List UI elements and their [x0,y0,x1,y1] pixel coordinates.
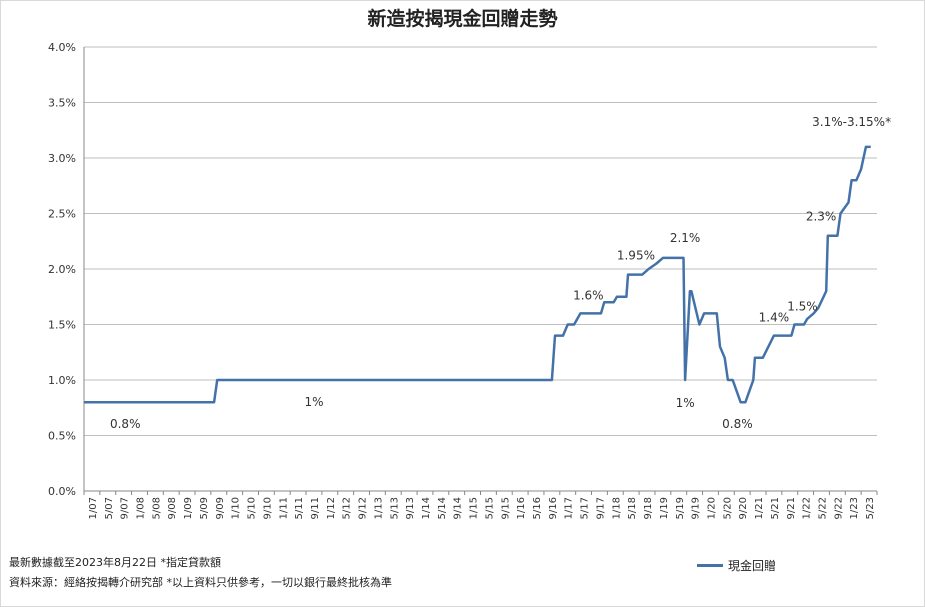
x-tick-label: 9/11 [310,497,321,519]
x-tick-label: 5/23 [865,497,876,519]
x-tick-label: 9/09 [215,497,226,519]
y-tick-label: 0.0% [48,485,76,498]
x-tick-label: 5/13 [389,497,400,519]
x-tick-label: 1/19 [659,497,670,519]
x-tick-label: 1/20 [706,497,717,519]
data-label: 2.3% [806,210,837,224]
x-tick-label: 9/21 [786,497,797,519]
x-tick-label: 1/14 [421,497,432,519]
series-line [84,145,871,404]
footnote-date: 最新數據截至2023年8月22日 *指定貸款額 [9,556,221,569]
data-label: 1.5% [787,300,818,314]
data-label: 1% [676,396,695,410]
x-tick-label: 9/10 [262,497,273,519]
x-tick-label: 5/08 [151,497,162,519]
x-tick-label: 9/14 [453,497,464,519]
x-tick-label: 1/22 [802,497,813,519]
data-label: 3.1%-3.15%* [812,115,891,129]
x-tick-label: 5/10 [247,497,258,519]
y-tick-label: 1.5% [48,319,76,332]
legend-label: 現金回贈 [728,559,777,573]
data-label: 0.8% [110,417,141,431]
data-label: 0.8% [722,417,753,431]
data-label: 2.1% [670,231,701,245]
x-tick-label: 1/10 [231,497,242,519]
x-tick-label: 1/11 [278,497,289,519]
x-tick-label: 9/19 [691,497,702,519]
x-tick-label: 9/16 [548,497,559,519]
x-tick-label: 9/08 [167,497,178,519]
x-tick-label: 5/17 [580,497,591,519]
data-label: 1.95% [617,249,655,263]
x-tick-label: 1/18 [611,497,622,519]
footnote-source: 資料來源：經絡按揭轉介研究部 *以上資料只供參考，一切以銀行最終批核為準 [9,576,392,589]
x-tick-label: 1/15 [469,497,480,519]
x-tick-label: 9/13 [405,497,416,519]
chart-title: 新造按揭現金回贈走勢 [367,8,558,30]
legend-swatch [697,564,723,567]
y-tick-label: 2.0% [48,263,76,276]
x-tick-label: 5/07 [104,497,115,519]
x-tick-label: 1/12 [326,497,337,519]
x-tick-label: 1/23 [849,497,860,519]
x-tick-label: 9/07 [120,497,131,519]
x-tick-label: 5/19 [675,497,686,519]
y-tick-label: 0.5% [48,430,76,443]
x-tick-label: 1/16 [516,497,527,519]
data-label: 1.6% [573,288,604,302]
x-tick-label: 5/20 [722,497,733,519]
x-tick-label: 5/12 [342,497,353,519]
x-tick-label: 1/08 [136,497,147,519]
y-tick-label: 3.5% [48,97,76,110]
x-tick-label: 1/17 [564,497,575,519]
x-tick-label: 9/15 [500,497,511,519]
x-tick-label: 5/22 [817,497,828,519]
y-tick-label: 3.0% [48,152,76,165]
x-tick-label: 9/20 [738,497,749,519]
x-tick-label: 1/09 [183,497,194,519]
x-tick-label: 5/14 [437,497,448,519]
x-tick-label: 9/22 [833,497,844,519]
x-tick-label: 1/07 [88,497,99,519]
x-tick-label: 9/12 [358,497,369,519]
legend: 現金回贈 [697,557,776,574]
y-tick-label: 4.0% [48,41,76,54]
x-tick-label: 5/09 [199,497,210,519]
x-tick-label: 5/11 [294,497,305,519]
x-tick-label: 5/18 [627,497,638,519]
x-tick-label: 5/16 [532,497,543,519]
x-tick-label: 9/17 [595,497,606,519]
x-tick-label: 9/18 [643,497,654,519]
y-tick-label: 1.0% [48,374,76,387]
data-label: 1.4% [759,311,790,325]
x-tick-label: 1/13 [373,497,384,519]
x-tick-label: 5/21 [770,497,781,519]
x-tick-label: 1/21 [754,497,765,519]
data-label: 1% [304,395,323,409]
x-tick-label: 5/15 [484,497,495,519]
y-tick-label: 2.5% [48,208,76,221]
